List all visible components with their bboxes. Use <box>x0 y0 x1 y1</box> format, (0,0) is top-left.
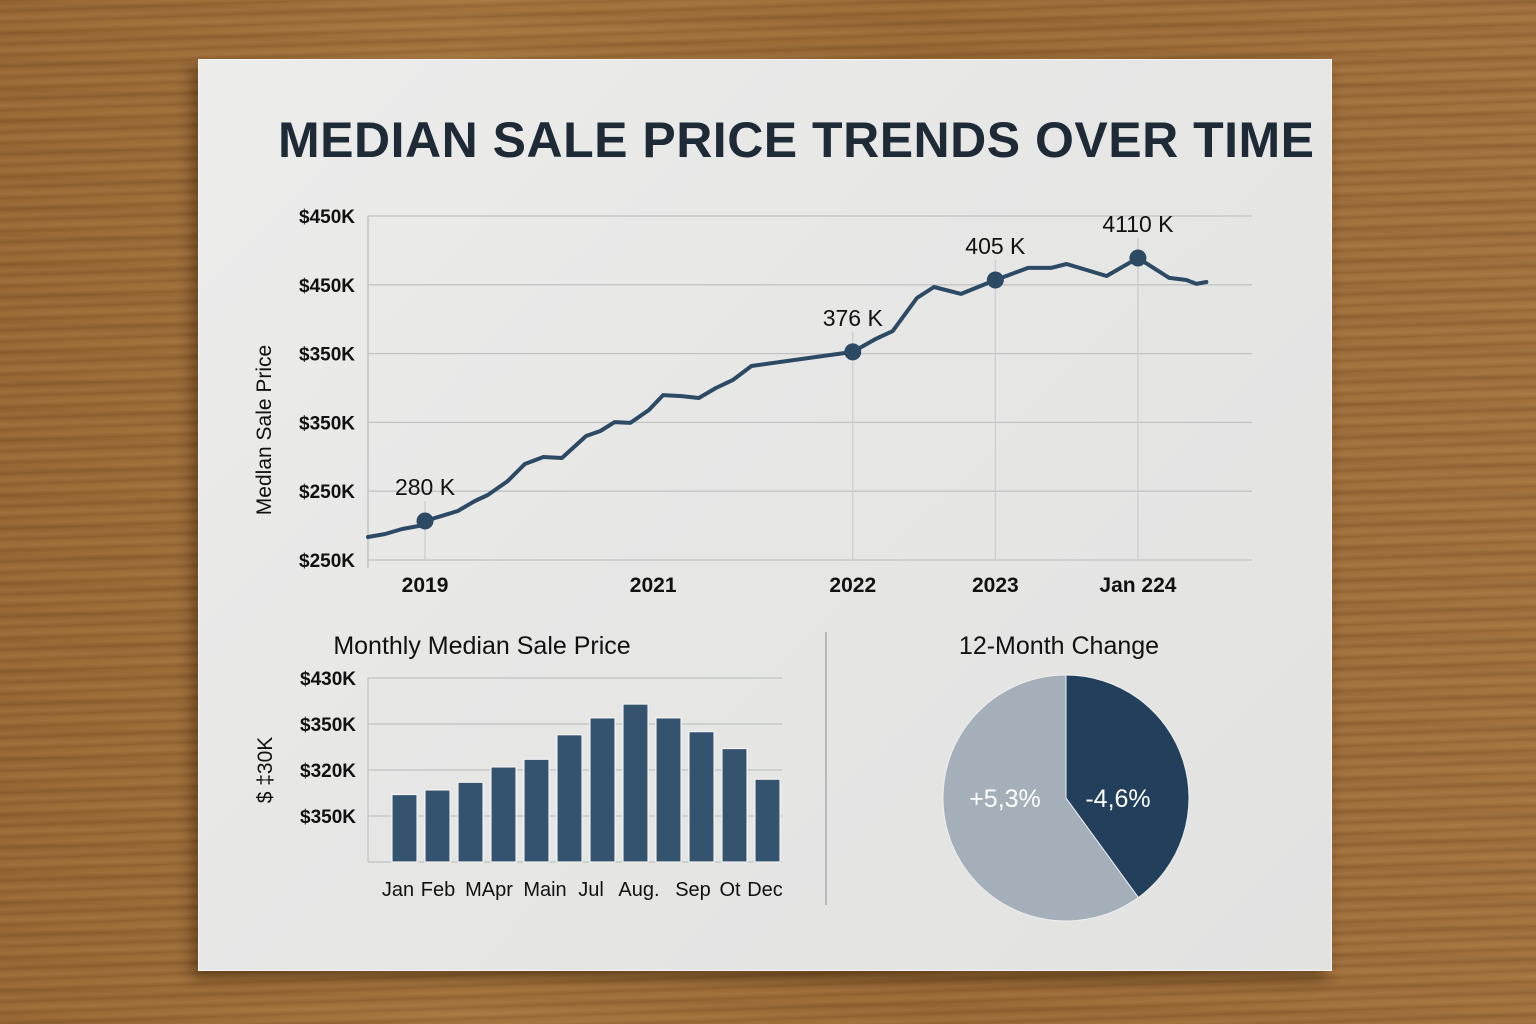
line-chart-x-tick-label: 2021 <box>630 574 677 597</box>
annotation-marker <box>844 343 862 361</box>
pie-slice-label: -4,6% <box>1085 785 1150 813</box>
bar-chart-y-tick-label: $350K <box>300 807 356 828</box>
bar-chart-x-tick-label: Main <box>523 879 566 901</box>
bar-dec <box>754 778 781 863</box>
bar-aug <box>622 703 649 863</box>
bar-chart-x-tick-label: Dec <box>747 879 783 901</box>
annotation-marker <box>1129 249 1147 267</box>
bar-chart-x-tick-label: Sep <box>675 879 711 901</box>
bar-apr <box>490 766 517 863</box>
bar-sep <box>655 717 682 863</box>
bar-chart-y-ticks: $430K $350K $320K $350K <box>300 669 356 828</box>
line-chart-y-ticks: $450K $450K $350K $350K $250K $250K <box>299 207 355 572</box>
annotation-label: 4110 K <box>1102 211 1174 237</box>
bar-chart-x-tick-label: Feb <box>421 879 455 901</box>
pie-chart: 12-Month Change -4,6% +5,3% <box>942 632 1190 922</box>
bar-chart-x-ticks: Jan Feb MApr Main Jul Aug. Sep Ot Dec <box>382 879 783 901</box>
bar-chart: Monthly Median Sale Price $ ‡30K $430K $3… <box>254 632 783 901</box>
line-chart-y-tick-label: $450K <box>299 207 355 228</box>
bar-chart-bars <box>391 703 781 863</box>
line-chart-y-axis-label: Medlan Sale Price <box>253 345 276 515</box>
bar-chart-x-tick-label: Jul <box>578 879 604 901</box>
page-title: MEDIAN SALE PRICE TRENDS OVER TIME <box>278 112 1315 168</box>
bar-chart-y-axis-label: $ ‡30K <box>254 737 277 804</box>
line-chart-grid <box>367 215 1252 568</box>
bar-oct <box>688 731 715 863</box>
line-chart-x-tick-label: 2019 <box>402 574 449 597</box>
bar-chart-x-tick-label: MApr <box>465 879 513 901</box>
line-chart-y-tick-label: $250K <box>299 551 355 572</box>
bar-chart-x-tick-label: Aug. <box>618 879 659 901</box>
annotation-label: 376 K <box>823 305 884 331</box>
annotation-marker <box>416 512 434 530</box>
line-chart-x-tick-label: Jan 224 <box>1099 574 1176 597</box>
line-chart-y-tick-label: $450K <box>299 276 355 297</box>
bar-chart-title: Monthly Median Sale Price <box>333 632 630 660</box>
bar-jun <box>556 734 583 863</box>
line-chart-x-tick-label: 2023 <box>972 574 1019 597</box>
line-chart: $450K$450K$350K$350K$250K$250K 2019 2021 2… <box>253 207 1252 597</box>
annotation-label: 405 K <box>965 233 1026 259</box>
line-chart-y-tick-label: $350K <box>299 345 355 366</box>
bar-feb <box>424 789 451 863</box>
pie-chart-title: 12-Month Change <box>959 632 1159 660</box>
bar-may <box>523 758 550 863</box>
bar-nov <box>721 747 748 863</box>
line-chart-y-tick-label: $250K <box>299 482 355 503</box>
pie-chart-labels: -4,6% +5,3% <box>969 785 1150 813</box>
annotation-marker <box>986 271 1004 289</box>
bar-chart-x-tick-label: Jan <box>382 879 414 901</box>
line-series-median-sale-price <box>366 256 1209 539</box>
bar-chart-y-tick-label: $320K <box>300 761 356 782</box>
line-chart-annotations: 280 K 376 K 405 K 4110 K <box>366 211 1209 560</box>
bar-jul <box>589 717 616 863</box>
line-chart-x-tick-label: 2022 <box>829 574 876 597</box>
annotation-label: 280 K <box>395 474 456 500</box>
line-chart-x-ticks: 2019 2021 2022 2023 Jan 224 <box>402 574 1177 597</box>
bar-chart-x-tick-label: Ot <box>719 879 741 901</box>
bar-chart-y-tick-label: $350K <box>300 715 356 736</box>
bar-chart-y-tick-label: $430K <box>300 669 356 690</box>
pie-chart-slices <box>942 674 1190 922</box>
pie-slice <box>942 674 1139 922</box>
bar-mar <box>457 781 484 863</box>
line-chart-y-tick-label: $350K <box>299 413 355 434</box>
bar-jan <box>391 793 418 863</box>
pie-slice-label: +5,3% <box>969 785 1041 813</box>
pie-slice <box>1065 674 1190 899</box>
